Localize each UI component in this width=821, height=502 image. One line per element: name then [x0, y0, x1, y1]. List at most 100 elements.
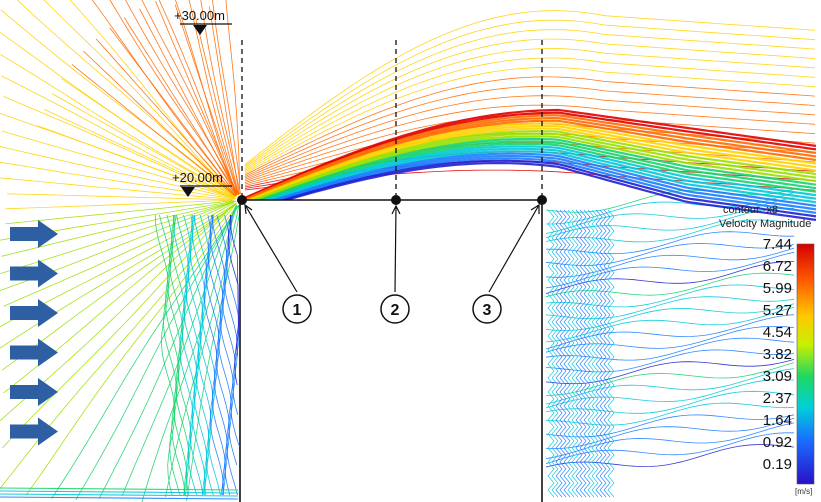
contour-line	[591, 209, 599, 498]
contour-line	[575, 209, 583, 498]
contour-line	[0, 201, 235, 275]
contour-line	[51, 93, 235, 198]
level-label-30m: +30.00m	[174, 8, 225, 23]
contour-line	[121, 205, 237, 497]
contour-line	[43, 108, 235, 198]
point-label-2: 2	[380, 294, 410, 324]
contour-line	[563, 209, 571, 498]
legend-tick-label: 5.27	[762, 302, 792, 319]
leader-line-3	[488, 203, 540, 293]
contour-line	[546, 231, 794, 255]
contour-line	[3, 96, 233, 198]
contour-line	[579, 209, 587, 498]
contour-line	[193, 214, 214, 496]
contour-line	[91, 0, 238, 196]
contour-line	[545, 314, 795, 350]
contour-line	[244, 29, 816, 168]
contour-line	[545, 251, 795, 289]
contour-line	[230, 214, 239, 356]
contour-line	[545, 247, 795, 278]
contour-line	[109, 0, 240, 196]
contour-line	[0, 9, 237, 197]
contour-line	[1, 75, 235, 198]
contour-line	[0, 161, 236, 200]
contour-line	[545, 188, 795, 213]
wind-arrow-icon	[10, 338, 58, 367]
wind-arrow-icon	[10, 417, 58, 446]
contour-line	[545, 368, 795, 405]
level-triangle-icon	[181, 187, 195, 197]
contour-line	[71, 64, 236, 197]
contour-line	[587, 209, 595, 498]
legend-tick-label: 1.64	[762, 412, 792, 429]
shear-layer-line	[239, 127, 817, 206]
contour-line	[607, 209, 615, 498]
contour-line	[187, 214, 208, 496]
contour-line	[205, 214, 226, 496]
legend-title-line1: contour -x8	[723, 204, 779, 216]
contour-line	[545, 359, 795, 385]
contour-line	[95, 38, 237, 196]
contour-line	[208, 6, 240, 195]
contour-line	[0, 204, 236, 490]
contour-line	[559, 209, 567, 498]
contour-line	[109, 27, 237, 196]
legend-tick-label: 3.82	[762, 346, 792, 363]
shear-layer-line	[239, 114, 817, 203]
contour-line	[545, 444, 795, 468]
contour-line	[16, 0, 235, 197]
contour-line	[599, 209, 607, 498]
shear-layer-line	[239, 132, 817, 208]
contour-line	[244, 38, 816, 170]
contour-line	[225, 214, 239, 416]
contour-line	[171, 214, 192, 496]
contour-line	[0, 487, 239, 491]
wind-arrow-icon	[10, 299, 58, 327]
contour-line	[200, 0, 241, 195]
point-label-1-text: 1	[293, 302, 302, 319]
shear-layer-line	[239, 111, 817, 202]
shear-layer-line	[239, 157, 817, 214]
contour-line	[191, 214, 212, 496]
contour-line	[193, 9, 239, 195]
shear-layer-band	[239, 108, 817, 221]
contour-line	[43, 0, 235, 196]
leader-line-1	[244, 203, 298, 293]
contour-line	[3, 202, 233, 307]
wind-direction-arrows	[10, 220, 58, 446]
contour-line	[123, 17, 238, 196]
contour-line	[188, 0, 239, 195]
contour-line	[545, 303, 795, 331]
shear-layer-line	[239, 124, 817, 206]
contour-line	[83, 50, 236, 197]
contour-line	[0, 493, 239, 497]
legend-tick-label: 5.99	[762, 280, 792, 297]
contour-line	[545, 243, 795, 266]
wind-arrow-icon	[10, 220, 58, 248]
contour-line	[209, 214, 230, 496]
contour-line	[0, 496, 239, 500]
level-label-20m: +20.00m	[172, 170, 223, 185]
contour-line	[139, 8, 238, 195]
contour-line	[212, 0, 241, 183]
legend-color-bar	[796, 243, 815, 485]
legend-title-line2: Velocity Magnitude	[719, 218, 812, 230]
contour-line	[603, 209, 611, 498]
building	[240, 200, 542, 502]
contour-line	[75, 205, 239, 500]
contour-line	[244, 10, 816, 165]
contour-line	[595, 209, 603, 498]
shear-layer-line	[239, 137, 817, 209]
contour-line	[0, 177, 234, 200]
contour-line	[545, 261, 795, 294]
shear-layer-line	[239, 140, 817, 210]
measurement-point-3	[537, 195, 547, 205]
contour-line	[221, 214, 238, 466]
shear-layer-line	[239, 152, 817, 213]
contour-line	[51, 204, 240, 499]
shear-layer-line	[239, 159, 817, 218]
contour-line	[545, 349, 795, 373]
contour-line	[0, 54, 237, 198]
contour-line	[159, 214, 181, 496]
